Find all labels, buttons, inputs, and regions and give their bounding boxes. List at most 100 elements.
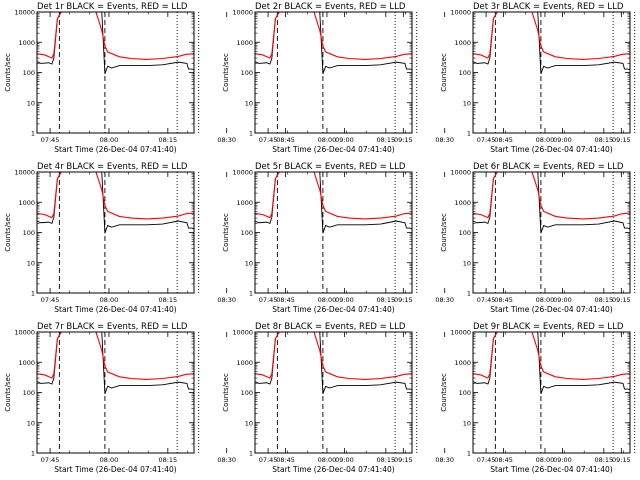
panel-det-2: Det 2r BLACK = Events, RED = LLD 1 10 100 10…	[222, 2, 631, 154]
x-tick-label: 09:00	[553, 296, 572, 304]
y-tick-label: 10000	[14, 9, 35, 17]
y-tick-label: 1000	[454, 39, 471, 47]
y-tick-label: 100	[459, 69, 471, 77]
y-tick-label: 1	[467, 130, 471, 138]
x-tick-label: 08:15	[594, 456, 613, 464]
y-axis-label: Counts/sec	[222, 53, 230, 92]
x-tick-label: 09:15	[394, 296, 413, 304]
y-tick-label: 10000	[14, 329, 35, 337]
x-tick-label: 08:30	[435, 136, 454, 144]
y-axis-label: Counts/sec	[440, 373, 448, 412]
series-lld-line	[37, 172, 194, 220]
y-tick-label: 1	[31, 450, 35, 458]
y-tick-label: 1	[467, 290, 471, 298]
y-tick-label: 10	[27, 99, 35, 107]
x-tick-label: 08:45	[494, 456, 513, 464]
y-tick-label: 10	[463, 259, 471, 267]
series-lld-line	[255, 332, 412, 381]
x-axis-label: Start Time (26-Dec-04 07:41:40)	[54, 465, 176, 474]
series-lld-line	[473, 172, 630, 220]
y-tick-label: 1000	[18, 359, 35, 367]
y-tick-label: 1000	[236, 359, 253, 367]
series-events-line	[37, 332, 194, 395]
panel-title: Det 2r BLACK = Events, RED = LLD	[255, 2, 406, 12]
x-tick-label: 07:45	[477, 136, 496, 144]
x-tick-label: 07:45	[259, 136, 278, 144]
x-tick-label: 08:30	[435, 296, 454, 304]
series-events-line	[37, 12, 194, 75]
series-lld-line	[255, 172, 412, 220]
y-tick-label: 1000	[236, 39, 253, 47]
panel-title: Det 8r BLACK = Events, RED = LLD	[255, 322, 406, 332]
y-axis-label: Counts/sec	[4, 53, 12, 92]
series-lld-line	[473, 332, 630, 381]
y-tick-label: 100	[241, 69, 253, 77]
y-tick-label: 10000	[450, 329, 471, 337]
x-tick-label: 08:15	[158, 296, 177, 304]
panel-det-4: Det 4r BLACK = Events, RED = LLD11010010…	[4, 162, 413, 314]
y-tick-label: 10000	[232, 9, 253, 17]
x-tick-label: 09:15	[612, 456, 631, 464]
y-axis-label: Counts/sec	[440, 53, 448, 92]
y-tick-label: 10	[245, 99, 253, 107]
x-tick-label: 08:15	[376, 456, 395, 464]
x-tick-label: 08:45	[494, 296, 513, 304]
series-events-line	[255, 12, 412, 75]
plot-frame	[254, 11, 413, 134]
series-events-line	[255, 332, 412, 395]
x-tick-label: 07:45	[41, 456, 60, 464]
y-tick-label: 100	[459, 389, 471, 397]
y-tick-label: 1	[467, 450, 471, 458]
plot-frame	[472, 11, 631, 134]
plot-frame	[36, 331, 195, 454]
x-tick-label: 08:15	[158, 136, 177, 144]
x-tick-label: 08:15	[158, 456, 177, 464]
x-tick-label: 07:45	[259, 456, 278, 464]
y-tick-label: 1	[31, 290, 35, 298]
x-axis-label: Start Time (26-Dec-04 07:41:40)	[272, 145, 394, 154]
x-tick-label: 08:45	[276, 136, 295, 144]
y-tick-label: 10	[463, 99, 471, 107]
x-axis-label: Start Time (26-Dec-04 07:41:40)	[490, 465, 612, 474]
y-tick-label: 1000	[18, 39, 35, 47]
y-tick-label: 10	[27, 259, 35, 267]
x-tick-label: 07:45	[41, 136, 60, 144]
series-lld-line	[473, 12, 630, 61]
y-tick-label: 1000	[18, 199, 35, 207]
x-tick-label: 08:00	[100, 136, 119, 144]
y-tick-label: 100	[241, 389, 253, 397]
y-tick-label: 10	[245, 419, 253, 427]
x-tick-label: 08:00	[100, 456, 119, 464]
y-axis-label: Counts/sec	[4, 213, 12, 252]
x-tick-label: 09:00	[335, 296, 354, 304]
y-tick-label: 100	[23, 389, 35, 397]
panel-det-8: Det 8r BLACK = Events, RED = LLD 1 10 100 10…	[222, 322, 631, 474]
y-axis-label: Counts/sec	[222, 373, 230, 412]
y-tick-label: 10000	[450, 169, 471, 177]
series-lld-line	[37, 12, 194, 61]
plot-frame	[36, 171, 195, 294]
series-events-line	[473, 172, 630, 234]
y-axis-label: Counts/sec	[222, 213, 230, 252]
y-tick-label: 100	[23, 229, 35, 237]
x-tick-label: 07:45	[259, 296, 278, 304]
y-tick-label: 100	[459, 229, 471, 237]
y-tick-label: 10	[27, 419, 35, 427]
y-tick-label: 1000	[454, 199, 471, 207]
x-tick-label: 08:30	[217, 456, 236, 464]
panel-title: Det 5r BLACK = Events, RED = LLD	[255, 162, 406, 172]
panel-title: Det 6r BLACK = Events, RED = LLD	[473, 162, 624, 172]
y-tick-label: 100	[23, 69, 35, 77]
x-tick-label: 09:15	[612, 296, 631, 304]
x-tick-label: 08:00	[536, 296, 555, 304]
y-tick-label: 10000	[450, 9, 471, 17]
x-tick-label: 08:15	[376, 296, 395, 304]
x-tick-label: 08:15	[594, 136, 613, 144]
x-tick-label: 08:00	[536, 456, 555, 464]
x-tick-label: 08:30	[435, 456, 454, 464]
panel-title: Det 1r BLACK = Events, RED = LLD	[37, 2, 188, 12]
panel-det-5: Det 5r BLACK = Events, RED = LLD 1 10 100 10…	[222, 162, 631, 314]
series-events-line	[473, 332, 630, 395]
x-tick-label: 08:00	[100, 296, 119, 304]
x-tick-label: 08:30	[217, 136, 236, 144]
